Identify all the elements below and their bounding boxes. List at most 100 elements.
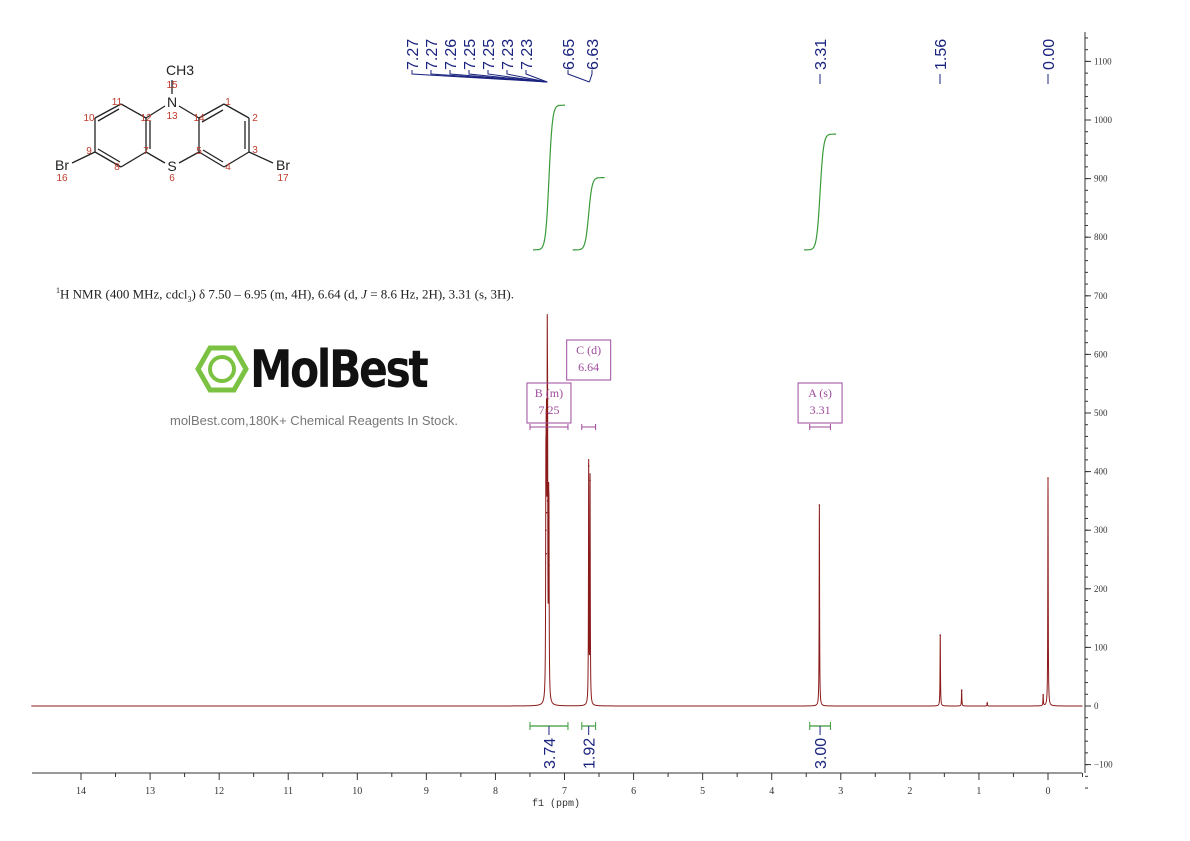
watermark-tagline: molBest.com,180K+ Chemical Reagents In S… [170,413,458,428]
x-tick-label: 9 [424,786,429,797]
peak-label: 1.56 [933,39,950,70]
integral-value: 3.74 [542,738,559,769]
peak-point [1042,694,1044,696]
peak-point [545,529,547,531]
x-tick-label: 0 [1046,786,1051,797]
molbest-logo-icon [195,345,249,393]
atom-number: 7 [143,146,149,157]
peak-point [986,702,989,704]
peak-label: 7.23 [519,39,536,70]
peak-label-connector [506,70,548,83]
nmr-text-a: H NMR (400 MHz, cdcl [60,286,188,302]
peak-label: 0.00 [1041,39,1058,70]
peak-label-connector [567,70,590,83]
atom-number: 1 [225,97,231,108]
peak-label: 6.63 [585,39,602,70]
x-tick-label: 1 [976,786,981,797]
x-tick-label: 2 [907,786,912,797]
atom-number: 16 [56,173,68,184]
multiplet-name: A (s) [808,386,832,400]
peak-label: 3.31 [813,39,830,70]
plot-area: 14 13 12 11 10 9 8 7 6 5 4 3 2 1 0f1 (ppm)−10001002003… [31,32,1113,810]
peak-label: 7.27 [424,39,441,70]
atom-s: S [167,158,176,174]
nmr-description: 1H NMR (400 MHz, cdcl3) δ 7.50 – 6.95 (m… [56,286,514,304]
y-tick-label: 800 [1094,232,1108,242]
peak-label: 7.23 [500,39,517,70]
atom-ch3: CH3 [166,62,194,78]
peak-label: 7.27 [405,39,422,70]
multiplet-shift: 6.64 [578,360,599,374]
nmr-sup: 1 [56,286,60,295]
peak-label: 7.25 [481,39,498,70]
x-tick-label: 13 [145,786,155,797]
chemical-structure [71,80,274,168]
y-tick-label: 1000 [1094,115,1113,125]
atom-number: 17 [277,173,289,184]
x-tick-label: 10 [352,786,362,797]
integral-curve [804,133,837,251]
peak-point [545,552,548,555]
nmr-j: J [361,286,367,302]
atom-number: 9 [86,146,92,157]
spectrum-line [31,314,1083,707]
y-tick-label: 900 [1094,174,1108,184]
atom-numbers: 1 2 3 4 5 6 7 8 9 10 11 12 13 14 15 16 1… [56,80,289,184]
integral-value: 3.00 [813,738,830,769]
peak-label: 7.26 [443,39,460,70]
atom-br-right: Br [276,157,290,173]
peak-point [960,689,963,691]
multiplet-shift: 3.31 [810,403,831,417]
peak-point [548,564,550,567]
atom-number: 8 [114,162,120,173]
peak-label-connector [468,70,548,83]
atom-number: 10 [83,113,95,124]
multiplet-name: C (d) [576,343,601,357]
peak-label: 6.65 [561,39,578,70]
y-tick-label: 600 [1094,349,1108,359]
peak-label: 7.25 [462,39,479,70]
x-tick-label: 4 [769,786,774,797]
nmr-text-b: ) δ 7.50 – 6.95 (m, 4H), 6.64 (d, [191,286,362,302]
peak-label-connector [449,70,548,83]
multiplet-box [566,339,612,381]
peak-point [939,634,942,636]
peak-label-connector [525,70,548,83]
atom-number: 3 [252,145,258,156]
peak-point [546,500,549,502]
atom-number: 13 [166,111,178,122]
atom-number: 2 [252,113,258,124]
atom-number: 14 [193,113,205,124]
multiplet-name: B (m) [535,386,563,400]
peak-point [587,464,590,467]
x-axis-label: f1 (ppm) [532,798,580,810]
y-tick-label: 200 [1094,584,1108,594]
y-tick-label: 1100 [1094,56,1112,66]
atom-number: 5 [196,146,202,157]
integral-curve [532,104,566,251]
integral-curve [572,177,605,251]
x-tick-label: 11 [283,786,293,797]
atom-number: 11 [112,97,123,108]
atom-br-left: Br [55,157,69,173]
nmr-text-c: = 8.6 Hz, 2H), 3.31 (s, 3H). [366,286,515,302]
x-tick-label: 8 [493,786,498,797]
nmr-sub: 3 [187,294,192,304]
peak-label-connector [588,70,593,83]
peak-point [589,479,591,482]
atom-number: 15 [166,80,178,91]
y-tick-label: −100 [1094,760,1113,770]
y-tick-label: 300 [1094,525,1108,535]
y-tick-label: 700 [1094,291,1108,301]
multiplet-box [526,382,572,424]
y-tick-label: 400 [1094,467,1108,477]
y-tick-label: 0 [1094,701,1099,711]
y-tick-label: 100 [1094,642,1108,652]
atom-number: 6 [169,173,175,184]
multiplet-shift: 7.25 [538,403,559,417]
y-tick-label: 500 [1094,408,1108,418]
peak-point [1047,477,1049,479]
peak-label-connector [430,70,548,83]
peak-point [547,552,550,555]
